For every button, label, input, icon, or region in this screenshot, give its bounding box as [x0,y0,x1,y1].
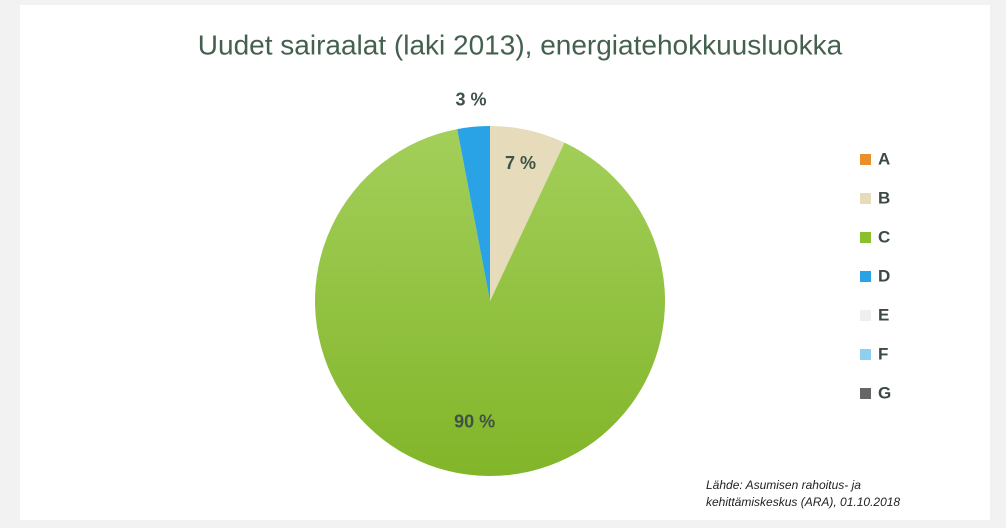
legend-swatch [860,310,871,321]
pie-slice [314,129,666,476]
data-label: 7 % [505,153,536,173]
data-label: 3 % [456,89,487,109]
legend-swatch [860,154,871,165]
legend-label: G [878,383,891,402]
legend-label: E [878,305,889,324]
legend-swatch [860,193,871,204]
chart-title: Uudet sairaalat (laki 2013), energiateho… [198,29,843,60]
legend-swatch [860,271,871,282]
source-note: Lähde: Asumisen rahoitus- ja [706,478,861,492]
pie-slice [490,126,565,301]
legend-swatch [860,349,871,360]
legend-label: B [878,188,890,207]
legend-label: F [878,344,888,363]
legend-label: C [878,227,890,246]
source-note: kehittämiskeskus (ARA), 01.10.2018 [706,495,900,509]
legend-label: D [878,266,890,285]
legend-label: A [878,149,890,168]
legend-swatch [860,388,871,399]
legend-swatch [860,232,871,243]
pie-slice [457,126,490,301]
data-label: 90 % [454,411,495,431]
